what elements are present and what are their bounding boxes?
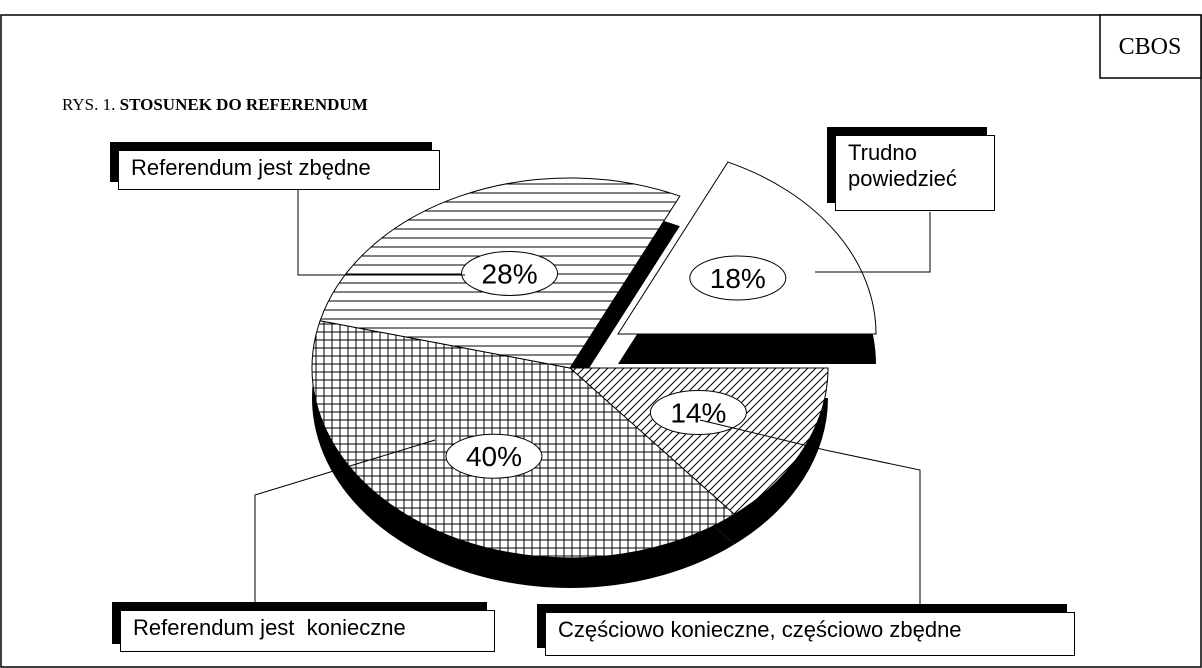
category-label: Referendum jest zbędne (118, 150, 440, 190)
category-label: Częściowo konieczne, częściowo zbędne (545, 612, 1075, 656)
pie: 14% 40% 28% 18% (311, 161, 877, 589)
category-label: Referendum jest konieczne (120, 610, 495, 652)
category-label: Trudno powiedzieć (835, 135, 995, 211)
leader-line (297, 190, 465, 276)
source: CBOS (1119, 34, 1182, 60)
source-box (1099, 14, 1202, 79)
leaders (254, 190, 931, 612)
chart-title: RYS. 1. STOSUNEK DO REFERENDUM (62, 95, 368, 114)
frame (0, 14, 1202, 668)
leader-line (254, 439, 436, 612)
leader-line (815, 212, 931, 273)
value-label: 18% (710, 263, 766, 294)
leader-line (699, 419, 921, 608)
value-label: 40% (466, 441, 522, 472)
slice (617, 161, 877, 335)
value-label-bg (689, 255, 787, 301)
value-label: 14% (670, 397, 726, 428)
figure-label: RYS. 1. (62, 95, 115, 114)
title: STOSUNEK DO REFERENDUM (120, 95, 368, 114)
value-label: 28% (482, 258, 538, 289)
value-label-bg (461, 250, 559, 296)
value-label-bg (445, 433, 543, 479)
value-label-bg (649, 389, 747, 435)
slice (568, 367, 829, 516)
